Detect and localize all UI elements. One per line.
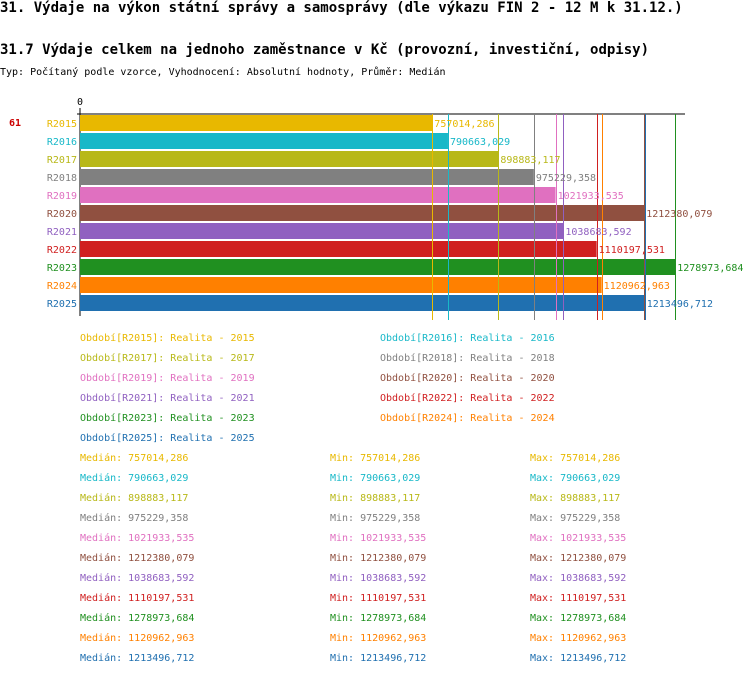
stats-row: Medián: 898883,117 Min: 898883,117 Max: 89… bbox=[80, 493, 740, 513]
bar-r2019 bbox=[80, 187, 556, 203]
max-value: Max: 1278973,684 bbox=[530, 613, 627, 624]
category-label: R2018 bbox=[47, 173, 77, 184]
value-label: 757014,286 bbox=[434, 119, 494, 130]
median-value: Medián: 975229,358 bbox=[80, 513, 189, 524]
max-value: Max: 975229,358 bbox=[530, 513, 621, 524]
value-label: 1021933,535 bbox=[558, 191, 624, 202]
stats-row: Medián: 1038683,592 Min: 1038683,592 Max: … bbox=[80, 573, 740, 593]
category-label: R2023 bbox=[47, 263, 77, 274]
value-label: 1213496,712 bbox=[647, 299, 713, 310]
min-value: Min: 1120962,963 bbox=[330, 633, 427, 644]
legend-item: Období[R2023]: Realita - 2023 bbox=[80, 413, 255, 424]
min-value: Min: 1278973,684 bbox=[330, 613, 427, 624]
value-label: 1038683,592 bbox=[565, 227, 631, 238]
bar-r2015 bbox=[80, 115, 433, 131]
median-value: Medián: 757014,286 bbox=[80, 453, 189, 464]
min-value: Min: 790663,029 bbox=[330, 473, 421, 484]
legend-item: Období[R2025]: Realita - 2025 bbox=[80, 433, 255, 444]
page-title: 31. Výdaje na výkon státní správy a samo… bbox=[0, 0, 683, 16]
bar-r2018 bbox=[80, 169, 534, 185]
value-label: 790663,029 bbox=[450, 137, 510, 148]
value-label: 975229,358 bbox=[536, 173, 596, 184]
median-value: Medián: 1212380,079 bbox=[80, 553, 195, 564]
median-value: Medián: 1021933,535 bbox=[80, 533, 195, 544]
category-label: R2022 bbox=[47, 245, 77, 256]
legend-item: Období[R2016]: Realita - 2016 bbox=[380, 333, 555, 344]
legend-item: Období[R2020]: Realita - 2020 bbox=[380, 373, 555, 384]
median-value: Medián: 898883,117 bbox=[80, 493, 189, 504]
min-value: Min: 1110197,531 bbox=[330, 593, 427, 604]
legend-item: Období[R2021]: Realita - 2021 bbox=[80, 393, 255, 404]
median-value: Medián: 1213496,712 bbox=[80, 653, 195, 664]
legend-item: Období[R2019]: Realita - 2019 bbox=[80, 373, 255, 384]
max-value: Max: 757014,286 bbox=[530, 453, 621, 464]
bar-r2020 bbox=[80, 205, 645, 221]
max-value: Max: 1213496,712 bbox=[530, 653, 627, 664]
chart-title: 31.7 Výdaje celkem na jednoho zaměstnanc… bbox=[0, 42, 650, 58]
bar-r2024 bbox=[80, 277, 602, 293]
category-label: R2024 bbox=[47, 281, 77, 292]
bar-chart: 0 61 R2015 R2016 R2017 R2018 R2019 R2020 R2021 R2… bbox=[9, 97, 743, 320]
bar-r2023 bbox=[80, 259, 676, 275]
max-value: Max: 1038683,592 bbox=[530, 573, 627, 584]
median-value: Medián: 1120962,963 bbox=[80, 633, 195, 644]
stats-row: Medián: 757014,286 Min: 757014,286 Max: 75… bbox=[80, 453, 740, 473]
max-value: Max: 1110197,531 bbox=[530, 593, 627, 604]
category-label: R2019 bbox=[47, 191, 77, 202]
stats-row: Medián: 1278973,684 Min: 1278973,684 Max: … bbox=[80, 613, 740, 633]
row-label: 61 bbox=[9, 118, 21, 129]
median-value: Medián: 1110197,531 bbox=[80, 593, 195, 604]
min-value: Min: 898883,117 bbox=[330, 493, 421, 504]
max-value: Max: 898883,117 bbox=[530, 493, 621, 504]
category-label: R2025 bbox=[47, 299, 77, 310]
median-value: Medián: 1038683,592 bbox=[80, 573, 195, 584]
value-label: 1212380,079 bbox=[646, 209, 712, 220]
stats-row: Medián: 1213496,712 Min: 1213496,712 Max: … bbox=[80, 653, 740, 673]
min-value: Min: 1021933,535 bbox=[330, 533, 427, 544]
min-value: Min: 975229,358 bbox=[330, 513, 421, 524]
legend-item: Období[R2024]: Realita - 2024 bbox=[380, 413, 555, 424]
legend-item: Období[R2022]: Realita - 2022 bbox=[380, 393, 555, 404]
category-label: R2017 bbox=[47, 155, 77, 166]
min-value: Min: 757014,286 bbox=[330, 453, 421, 464]
bar-r2025 bbox=[80, 295, 645, 311]
value-label: 1110197,531 bbox=[599, 245, 665, 256]
min-value: Min: 1213496,712 bbox=[330, 653, 427, 664]
bar-r2016 bbox=[80, 133, 448, 149]
value-label: 1278973,684 bbox=[677, 263, 743, 274]
stats-row: Medián: 1110197,531 Min: 1110197,531 Max: … bbox=[80, 593, 740, 613]
legend-item: Období[R2015]: Realita - 2015 bbox=[80, 333, 255, 344]
axis-zero-label: 0 bbox=[77, 97, 83, 108]
chart-info: Typ: Počítaný podle vzorce, Vyhodnocení:… bbox=[0, 67, 446, 78]
value-label: 1120962,963 bbox=[604, 281, 670, 292]
category-label: R2016 bbox=[47, 137, 77, 148]
value-label: 898883,117 bbox=[500, 155, 560, 166]
bar-r2017 bbox=[80, 151, 499, 167]
stats-row: Medián: 1212380,079 Min: 1212380,079 Max: … bbox=[80, 553, 740, 573]
stats-row: Medián: 1021933,535 Min: 1021933,535 Max: … bbox=[80, 533, 740, 553]
median-value: Medián: 790663,029 bbox=[80, 473, 189, 484]
category-label: R2021 bbox=[47, 227, 77, 238]
bar-r2022 bbox=[80, 241, 597, 257]
max-value: Max: 1212380,079 bbox=[530, 553, 627, 564]
max-value: Max: 1120962,963 bbox=[530, 633, 627, 644]
category-label: R2020 bbox=[47, 209, 77, 220]
max-value: Max: 1021933,535 bbox=[530, 533, 627, 544]
stats-row: Medián: 790663,029 Min: 790663,029 Max: 79… bbox=[80, 473, 740, 493]
category-label: R2015 bbox=[47, 119, 77, 130]
stats-row: Medián: 1120962,963 Min: 1120962,963 Max: … bbox=[80, 633, 740, 653]
median-value: Medián: 1278973,684 bbox=[80, 613, 195, 624]
max-value: Max: 790663,029 bbox=[530, 473, 621, 484]
stats-row: Medián: 975229,358 Min: 975229,358 Max: 97… bbox=[80, 513, 740, 533]
legend-item: Období[R2017]: Realita - 2017 bbox=[80, 353, 255, 364]
min-value: Min: 1038683,592 bbox=[330, 573, 427, 584]
legend-item: Období[R2018]: Realita - 2018 bbox=[380, 353, 555, 364]
bar-r2021 bbox=[80, 223, 564, 239]
min-value: Min: 1212380,079 bbox=[330, 553, 427, 564]
